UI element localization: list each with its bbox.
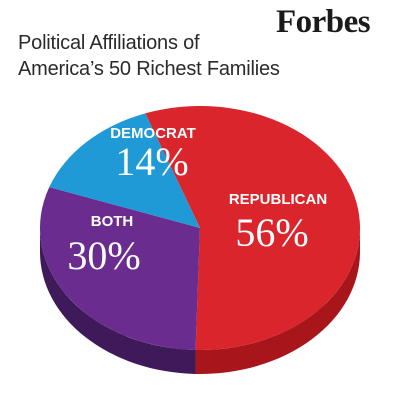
pie-slice-both <box>40 187 201 350</box>
slice-value-democrat: 14% <box>115 139 188 184</box>
pie-slice-democrat <box>49 113 200 228</box>
pie-slice-republican <box>145 105 361 350</box>
chart-title: Political Affiliations of America’s 50 R… <box>18 30 318 82</box>
slice-label-republican: REPUBLICAN <box>229 191 327 208</box>
pie-side-republican <box>195 228 360 374</box>
forbes-logo: Forbes <box>276 4 371 40</box>
slice-label-both: BOTH <box>91 213 134 230</box>
slice-label-democrat: DEMOCRAT <box>110 125 196 142</box>
pie-sides <box>40 228 360 374</box>
slice-value-both: 30% <box>67 233 140 278</box>
pie-side-both <box>40 228 196 374</box>
chart-title-line-2: America’s 50 Richest Families <box>18 58 280 80</box>
pie-slices <box>40 105 361 350</box>
chart-title-line-1: Political Affiliations of <box>18 32 200 54</box>
slice-value-republican: 56% <box>235 210 308 255</box>
slice-labels: REPUBLICAN 56% BOTH 30% DEMOCRAT 14% <box>67 125 327 278</box>
